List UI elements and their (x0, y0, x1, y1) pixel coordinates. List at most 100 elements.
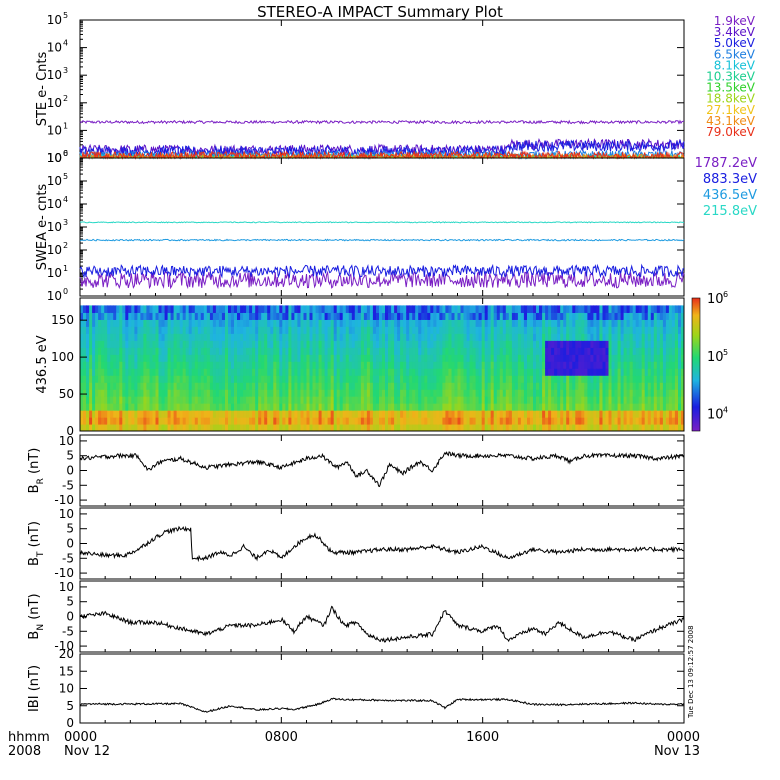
heatmap-cell (185, 347, 190, 355)
heatmap-cell (614, 410, 619, 418)
heatmap-cell (662, 326, 667, 334)
heatmap-cell (258, 347, 262, 355)
heatmap-cell (650, 333, 655, 341)
heatmap-cell (267, 326, 271, 334)
heatmap-cell (451, 389, 456, 397)
heatmap-cell (342, 347, 347, 355)
heatmap-cell (653, 347, 658, 355)
heatmap-cell (234, 354, 238, 362)
heatmap-cell (517, 305, 522, 313)
heatmap-cell (137, 424, 142, 431)
heatmap-cell (650, 354, 655, 362)
heatmap-cell (466, 424, 471, 431)
heatmap-cell (261, 410, 265, 418)
heatmap-cell (548, 417, 552, 425)
heatmap-cell (602, 410, 607, 418)
heatmap-cell (536, 375, 540, 383)
heatmap-cell (499, 417, 504, 425)
heatmap-cell (140, 333, 145, 341)
heatmap-cell (270, 319, 274, 327)
heatmap-cell (104, 326, 108, 334)
heatmap-cell (457, 326, 462, 334)
heatmap-cell (279, 424, 283, 431)
heatmap-cell (599, 403, 604, 411)
heatmap-cell (152, 368, 157, 376)
heatmap-cell (403, 417, 407, 425)
heatmap-cell (514, 305, 519, 313)
heatmap-cell (478, 424, 483, 431)
heatmap-cell (430, 389, 434, 397)
heatmap-cell (206, 396, 211, 404)
heatmap-cell (372, 361, 377, 369)
heatmap-cell (173, 361, 178, 369)
heatmap-cell (587, 389, 592, 397)
heatmap-cell (146, 389, 151, 397)
heatmap-cell (354, 382, 359, 390)
heatmap-cell (388, 361, 392, 369)
heatmap-cell (590, 312, 595, 320)
heatmap-cell (681, 340, 684, 348)
heatmap-cell (638, 361, 643, 369)
heatmap-cell (379, 333, 383, 341)
heatmap-cell (369, 382, 374, 390)
heatmap-cell (149, 410, 154, 418)
heatmap-cell (137, 347, 142, 355)
heatmap-cell (107, 424, 111, 431)
heatmap-cell (122, 361, 126, 369)
heatmap-cell (442, 354, 447, 362)
heatmap-cell (80, 361, 84, 369)
heatmap-cell (536, 403, 540, 411)
heatmap-cell (128, 354, 132, 362)
heatmap-cell (533, 417, 537, 425)
heatmap-cell (110, 396, 114, 404)
y-tick-label: 10 (47, 197, 62, 211)
heatmap-cell (665, 417, 670, 425)
heatmap-cell (285, 340, 290, 348)
heatmap-cell (608, 403, 613, 411)
heatmap-cell (460, 305, 465, 313)
heatmap-cell (418, 354, 422, 362)
heatmap-cell (400, 312, 404, 320)
heatmap-cell (659, 326, 664, 334)
heatmap-cell (560, 368, 564, 376)
heatmap-cell (155, 410, 160, 418)
heatmap-cell (581, 340, 585, 348)
heatmap-cell (442, 403, 447, 411)
heatmap-cell (484, 319, 489, 327)
heatmap-cell (134, 347, 139, 355)
heatmap-cell (300, 340, 305, 348)
heatmap-cell (647, 389, 652, 397)
heatmap-cell (98, 326, 102, 334)
heatmap-cell (433, 389, 437, 397)
heatmap-cell (656, 403, 661, 411)
heatmap-cell (391, 417, 395, 425)
heatmap-cell (297, 389, 302, 397)
heatmap-cell (671, 361, 676, 369)
heatmap-cell (240, 340, 244, 348)
heatmap-cell (629, 347, 634, 355)
heatmap-cell (110, 312, 114, 320)
heatmap-cell (671, 424, 676, 431)
heatmap-cell (608, 333, 613, 341)
heatmap-cell (539, 319, 543, 327)
heatmap-cell (611, 326, 616, 334)
heatmap-cell (264, 326, 268, 334)
heatmap-cell (149, 354, 154, 362)
heatmap-cell (638, 403, 643, 411)
heatmap-cell (445, 326, 450, 334)
heatmap-cell (128, 424, 132, 431)
heatmap-cell (354, 368, 359, 376)
heatmap-cell (252, 375, 256, 383)
heatmap-cell (80, 375, 84, 383)
heatmap-cell (182, 389, 187, 397)
heatmap-cell (668, 312, 673, 320)
heatmap-cell (508, 410, 513, 418)
heatmap-cell (218, 417, 223, 425)
heatmap-cell (92, 396, 96, 404)
heatmap-cell (191, 389, 196, 397)
heatmap-cell (128, 417, 132, 425)
heatmap-cell (188, 382, 193, 390)
heatmap-cell (318, 417, 323, 425)
heatmap-cell (240, 396, 244, 404)
